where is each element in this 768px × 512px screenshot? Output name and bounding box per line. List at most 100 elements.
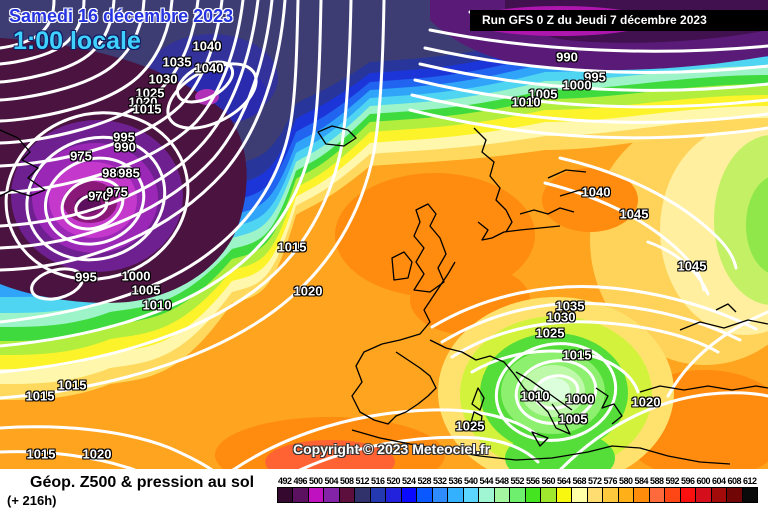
pressure-label: 1010	[142, 297, 172, 313]
legend-color-cell	[448, 488, 464, 502]
legend-color-cell	[278, 488, 294, 502]
legend-color-cell	[634, 488, 650, 502]
pressure-label: 1010	[520, 388, 550, 404]
legend-color-cell	[386, 488, 402, 502]
pressure-label: 1030	[148, 71, 178, 87]
pressure-label: 1000	[562, 77, 592, 93]
legend-color-cell	[618, 488, 635, 502]
legend-value: 568	[572, 476, 587, 486]
legend-color-cell	[293, 488, 309, 502]
run-info-text: Run GFS 0 Z du Jeudi 7 décembre 2023	[482, 13, 707, 27]
legend-color-cell	[401, 488, 418, 502]
legend-color-cell	[463, 488, 480, 502]
pressure-label: 1020	[293, 283, 323, 299]
pressure-label: 1000	[565, 391, 595, 407]
legend-value: 572	[587, 476, 602, 486]
legend-value: 560	[541, 476, 556, 486]
pressure-label: 980	[102, 165, 124, 181]
legend-value: 508	[339, 476, 354, 486]
pressure-label: 1005	[558, 411, 588, 427]
legend-color-cell	[649, 488, 666, 502]
legend-value: 612	[742, 476, 757, 486]
legend-value: 532	[432, 476, 447, 486]
pressure-label: 1015	[562, 347, 592, 363]
pressure-label: 1015	[26, 446, 56, 462]
pressure-label: 1045	[677, 258, 707, 274]
geopotential-field-map	[0, 0, 768, 470]
legend-value: 540	[463, 476, 478, 486]
legend-color-cell	[603, 488, 619, 502]
legend-color-cell	[494, 488, 511, 502]
legend-color-cell	[510, 488, 526, 502]
legend-value: 500	[308, 476, 323, 486]
legend-color-cell	[556, 488, 573, 502]
forecast-hour: (+ 216h)	[7, 493, 57, 508]
pressure-label: 1030	[546, 309, 576, 325]
pressure-label: 1045	[619, 206, 649, 222]
legend-value: 516	[370, 476, 385, 486]
pressure-label: 1015	[132, 101, 162, 117]
pressure-label: 1005	[131, 282, 161, 298]
pressure-label: 995	[75, 269, 97, 285]
legend-color-cell	[541, 488, 557, 502]
legend-color-cell	[587, 488, 604, 502]
legend-color-cell	[417, 488, 433, 502]
legend-color-cell	[355, 488, 371, 502]
legend-value: 592	[665, 476, 680, 486]
legend-color-cell	[432, 488, 449, 502]
pressure-label: 1035	[162, 54, 192, 70]
legend-value: 604	[711, 476, 726, 486]
legend-value: 576	[603, 476, 618, 486]
valid-date: Samedi 16 décembre 2023	[9, 6, 234, 26]
legend-color-cell	[572, 488, 588, 502]
legend-value: 580	[618, 476, 633, 486]
legend-value: 544	[479, 476, 494, 486]
legend-value: 584	[634, 476, 649, 486]
pressure-label: 975	[106, 184, 128, 200]
pressure-label: 1040	[581, 184, 611, 200]
map-title: Géop. Z500 & pression au sol	[30, 474, 255, 491]
run-info-box: Run GFS 0 Z du Jeudi 7 décembre 2023	[470, 10, 768, 31]
pressure-label: 1025	[455, 418, 485, 434]
pressure-label: 970	[88, 188, 110, 204]
legend-color-cell	[339, 488, 356, 502]
legend-color-cell	[742, 488, 758, 502]
pressure-label: 995	[113, 129, 135, 145]
pressure-label: 1015	[57, 377, 87, 393]
legend-value: 588	[649, 476, 664, 486]
pressure-label: 1040	[192, 38, 222, 54]
legend-color-cell	[525, 488, 542, 502]
legend-color-bar	[277, 487, 758, 503]
legend-value: 608	[727, 476, 742, 486]
legend-value: 548	[494, 476, 509, 486]
pressure-label: 975	[70, 148, 92, 164]
legend-values: 492 496 500 504 508 512 516 520 524 528 532 536 540 5…	[277, 476, 758, 486]
pressure-label: 1025	[535, 325, 565, 341]
color-scale-legend: 492 496 500 504 508 512 516 520 524 528 532 536 540 5…	[277, 476, 759, 503]
pressure-label: 1035	[555, 298, 585, 314]
legend-value: 564	[556, 476, 571, 486]
pressure-label: 1020	[128, 94, 158, 110]
legend-value: 596	[680, 476, 695, 486]
pressure-label: 1005	[528, 86, 558, 102]
legend-value: 512	[355, 476, 370, 486]
pressure-label: 990	[556, 49, 578, 65]
legend-color-cell	[479, 488, 495, 502]
legend-color-cell	[324, 488, 340, 502]
footer-bar: Géop. Z500 & pression au sol (+ 216h) 49…	[0, 469, 768, 512]
pressure-label: 1020	[631, 394, 661, 410]
pressure-label: 1040	[194, 60, 224, 76]
legend-value: 536	[448, 476, 463, 486]
legend-value: 504	[324, 476, 339, 486]
legend-color-cell	[680, 488, 697, 502]
map-area: 1040 1035 1040 1030 1025 1020 1015 995 990 975 980…	[0, 0, 768, 470]
pressure-label: 1015	[277, 239, 307, 255]
legend-color-cell	[308, 488, 325, 502]
legend-value: 552	[510, 476, 525, 486]
pressure-label: 1000	[121, 268, 151, 284]
pressure-label: 1015	[25, 388, 55, 404]
pressure-label: 990	[114, 139, 136, 155]
legend-value: 492	[277, 476, 292, 486]
legend-value: 524	[401, 476, 416, 486]
